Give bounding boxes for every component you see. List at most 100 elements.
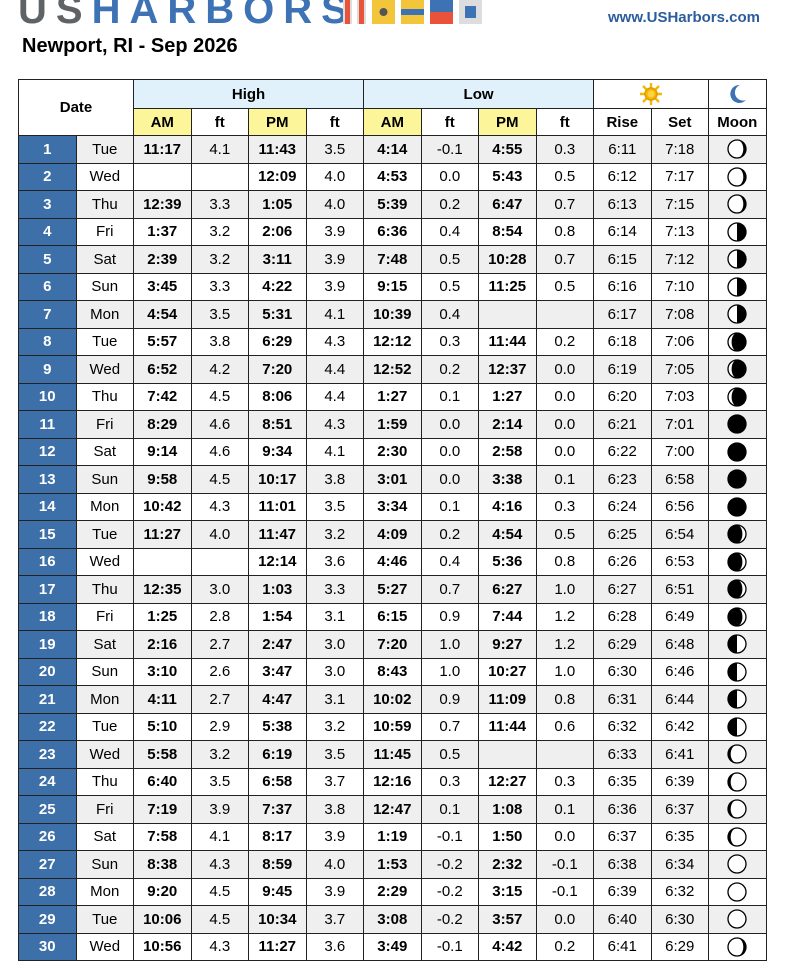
sunrise: 6:15 (593, 245, 652, 274)
low-pm-time: 1:08 (478, 795, 537, 824)
low-am-time: 7:48 (363, 245, 422, 274)
high-am-ft: 4.1 (190, 135, 250, 164)
table-row: 25 Fri 7:19 3.9 7:37 3.8 12:47 0.1 1:08 0.1 6:36 6:… (18, 795, 767, 824)
low-am-ft: 0.1 (420, 795, 480, 824)
moon-phase-icon (727, 579, 747, 599)
low-am-time: 3:49 (363, 932, 422, 961)
high-pm-ft-header: ft (305, 108, 365, 136)
low-am-ft: -0.1 (420, 135, 480, 164)
low-am-time: 4:14 (363, 135, 422, 164)
low-am-ft: 0.0 (420, 162, 480, 191)
day-number: 5 (18, 245, 77, 274)
high-am-time: 11:27 (133, 520, 192, 549)
moon-phase-icon (727, 469, 747, 489)
weekday: Tue (75, 905, 135, 934)
low-header: Low (363, 79, 595, 109)
low-am-ft: 0.7 (420, 712, 480, 741)
high-am-time: 5:58 (133, 740, 192, 769)
low-am-time: 12:47 (363, 795, 422, 824)
high-pm-ft: 3.9 (305, 217, 365, 246)
sunset: 6:44 (650, 685, 710, 714)
sunrise: 6:36 (593, 795, 652, 824)
low-pm-time: 2:14 (478, 410, 537, 439)
high-pm-time: 1:03 (248, 575, 307, 604)
low-pm-ft: 0.0 (535, 382, 595, 411)
low-am-ft: 0.5 (420, 740, 480, 769)
sunset: 6:37 (650, 795, 710, 824)
high-pm-time: 6:19 (248, 740, 307, 769)
moon-phase-icon (727, 937, 747, 957)
website-link[interactable]: www.USHarbors.com (608, 9, 760, 26)
high-am-time: 7:58 (133, 822, 192, 851)
moon-phase-icon (727, 799, 747, 819)
moon-phase-cell (708, 300, 767, 329)
high-am-ft: 4.6 (190, 410, 250, 439)
moon-phase-icon (727, 249, 747, 269)
high-am-time: 2:16 (133, 630, 192, 659)
low-am-ft: 0.1 (420, 492, 480, 521)
table-row: 14 Mon 10:42 4.3 11:01 3.5 3:34 0.1 4:16 0.3 6:24 6… (18, 492, 767, 521)
sunrise: 6:38 (593, 850, 652, 879)
table-row: 9 Wed 6:52 4.2 7:20 4.4 12:52 0.2 12:37 0.0 6:19 7:… (18, 355, 767, 384)
table-row: 19 Sat 2:16 2.7 2:47 3.0 7:20 1.0 9:27 1.2 6:29 6:4… (18, 630, 767, 659)
high-am-time: 10:06 (133, 905, 192, 934)
sunrise: 6:23 (593, 465, 652, 494)
low-pm-ft (535, 740, 595, 769)
sunset: 6:54 (650, 520, 710, 549)
low-pm-ft: 0.7 (535, 245, 595, 274)
sunset: 7:17 (650, 162, 710, 191)
high-pm-time: 11:01 (248, 492, 307, 521)
moon-phase-icon (727, 497, 747, 517)
high-am-time: 4:11 (133, 685, 192, 714)
low-am-time: 9:15 (363, 272, 422, 301)
day-number: 12 (18, 437, 77, 466)
low-am-ft: -0.1 (420, 822, 480, 851)
high-pm-time: 5:31 (248, 300, 307, 329)
sunrise: 6:31 (593, 685, 652, 714)
sunset: 7:03 (650, 382, 710, 411)
day-number: 17 (18, 575, 77, 604)
sunrise: 6:40 (593, 905, 652, 934)
weekday: Sun (75, 850, 135, 879)
low-am-ft: 1.0 (420, 630, 480, 659)
low-pm-ft: 0.7 (535, 190, 595, 219)
high-pm-time: 3:11 (248, 245, 307, 274)
low-pm-ft: 0.5 (535, 162, 595, 191)
sunrise: 6:26 (593, 547, 652, 576)
sunset: 6:53 (650, 547, 710, 576)
low-am-ft: 1.0 (420, 657, 480, 686)
moon-phase-cell (708, 520, 767, 549)
table-row: 5 Sat 2:39 3.2 3:11 3.9 7:48 0.5 10:28 0.7 6:15 7:1… (18, 245, 767, 274)
sunset: 6:34 (650, 850, 710, 879)
weekday: Sun (75, 657, 135, 686)
weekday: Sat (75, 630, 135, 659)
weekday: Wed (75, 932, 135, 961)
high-am-time: 7:42 (133, 382, 192, 411)
sunrise: 6:41 (593, 932, 652, 961)
high-pm-time: 4:47 (248, 685, 307, 714)
low-am-ft: 0.9 (420, 602, 480, 631)
sunset: 6:49 (650, 602, 710, 631)
sunrise: 6:28 (593, 602, 652, 631)
weekday: Sun (75, 272, 135, 301)
high-am-time: 11:17 (133, 135, 192, 164)
moon-phase-icon (727, 524, 747, 544)
low-pm-time: 11:25 (478, 272, 537, 301)
low-am-ft: 0.2 (420, 520, 480, 549)
moon-phase-cell (708, 932, 767, 961)
high-am-time: 8:38 (133, 850, 192, 879)
high-pm-ft: 4.4 (305, 355, 365, 384)
moon-phase-icon (727, 332, 747, 352)
high-am-ft: 3.2 (190, 245, 250, 274)
low-pm-time: 6:27 (478, 575, 537, 604)
moon-phase-cell (708, 630, 767, 659)
high-pm-ft: 4.4 (305, 382, 365, 411)
moon-phase-icon (727, 167, 747, 187)
high-am-ft: 3.3 (190, 272, 250, 301)
high-am-ft: 3.9 (190, 795, 250, 824)
low-am-time: 1:59 (363, 410, 422, 439)
high-am-ft (190, 547, 250, 576)
table-row: 20 Sun 3:10 2.6 3:47 3.0 8:43 1.0 10:27 1.0 6:30 6:… (18, 657, 767, 686)
sunrise: 6:25 (593, 520, 652, 549)
moon-phase-cell (708, 685, 767, 714)
